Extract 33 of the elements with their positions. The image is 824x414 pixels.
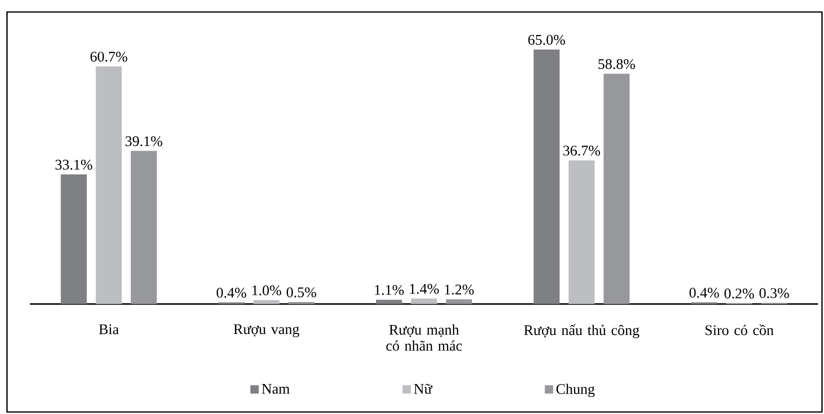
bar [534, 50, 560, 304]
data-label: 0.3% [759, 288, 789, 298]
x-tick-label: Siro có cồn [706, 324, 774, 336]
bar [376, 300, 402, 304]
x-tick-label: Bia [99, 324, 119, 334]
data-label: 60.7% [90, 52, 128, 62]
legend-label: Nam [262, 384, 290, 394]
bar [604, 74, 630, 304]
bar [253, 300, 280, 304]
data-label: 0.4% [216, 288, 246, 298]
data-label: 1.2% [445, 284, 474, 295]
data-label: 1.0% [252, 285, 282, 296]
x-tick-label: Rượu nấu thủ công [524, 324, 640, 338]
data-label: 65.0% [528, 34, 566, 45]
bar [411, 298, 438, 304]
bar [568, 160, 595, 304]
data-label: 0.2% [724, 288, 754, 299]
data-label: 39.1% [126, 136, 162, 146]
data-label: 58.8% [598, 59, 636, 70]
data-label: 36.7% [563, 146, 600, 156]
data-label: 1.4% [410, 284, 439, 294]
legend-label: Nữ [414, 384, 433, 394]
x-tick-label: Rượu vang [234, 324, 300, 338]
data-label: 33.1% [56, 160, 92, 170]
data-label: 0.5% [286, 287, 316, 298]
data-label: 1.1% [375, 285, 404, 295]
data-label: 0.4% [689, 288, 719, 298]
bar [130, 150, 157, 304]
bar [60, 174, 87, 304]
legend-label: Chung [556, 384, 595, 398]
x-tick-label: Rượu mạnh có nhãn mác [386, 324, 462, 351]
bar [96, 66, 122, 304]
bar [446, 299, 472, 304]
